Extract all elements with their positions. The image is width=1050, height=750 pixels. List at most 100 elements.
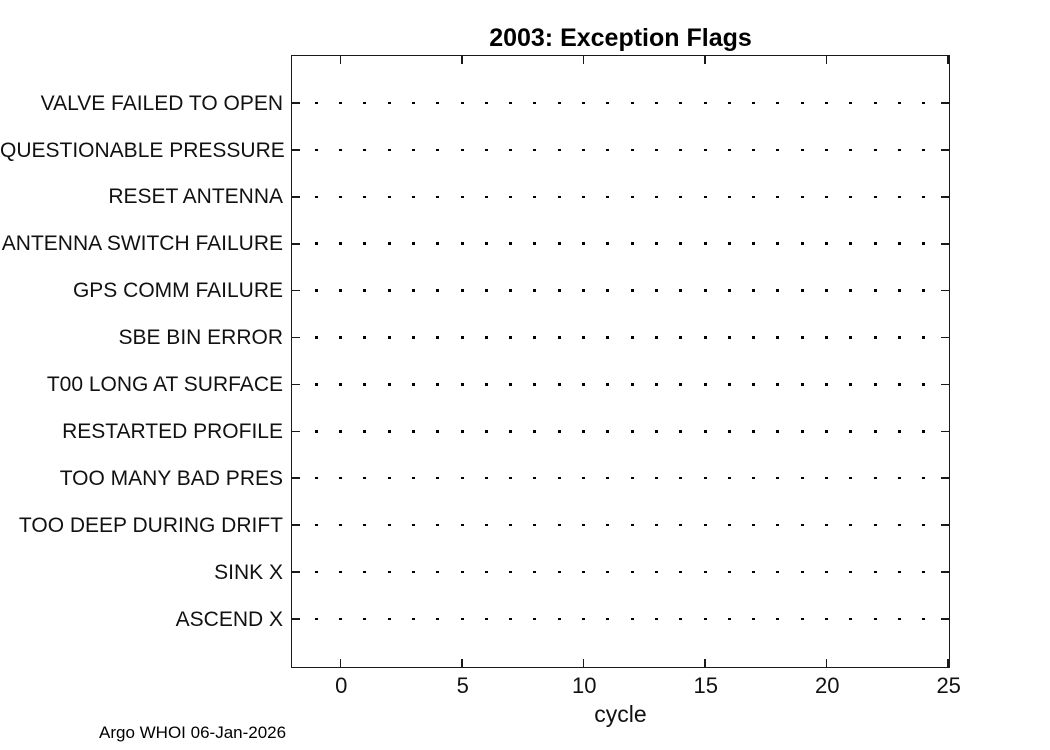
baseline-dot: [363, 242, 367, 245]
x-tick-top: [582, 56, 585, 64]
baseline-dot: [800, 430, 804, 433]
baseline-dot: [752, 383, 756, 386]
baseline-dot: [582, 617, 586, 621]
x-axis-tick-labels: 0 5 10 15 20 25: [291, 673, 961, 701]
baseline-dot: [460, 336, 464, 339]
baseline-dot: [776, 336, 780, 339]
baseline-dot: [436, 570, 440, 574]
baseline-dot: [582, 242, 586, 245]
baseline-dot: [776, 524, 780, 527]
baseline-dot: [582, 570, 586, 574]
baseline-dot: [314, 242, 318, 245]
baseline-dot: [582, 524, 586, 527]
baseline-dot: [897, 477, 901, 480]
baseline-dot: [776, 289, 780, 292]
baseline-dot: [630, 289, 634, 292]
baseline-dot: [314, 477, 318, 480]
baseline-dot: [557, 430, 561, 433]
chart-title: 2003: Exception Flags: [489, 24, 752, 52]
x-tick-top: [825, 56, 828, 64]
baseline-dot: [606, 383, 610, 386]
baseline-dot: [849, 383, 853, 386]
baseline-dot: [411, 430, 415, 433]
baseline-dot: [582, 477, 586, 480]
baseline-dot: [509, 570, 513, 574]
baseline-dot: [825, 477, 829, 480]
baseline-dot: [411, 195, 415, 198]
y-tick-right: [941, 148, 949, 151]
baseline-dot: [606, 617, 610, 621]
baseline-dot: [484, 101, 488, 105]
baseline-dot: [897, 148, 901, 152]
baseline-dot: [606, 477, 610, 480]
baseline-dot: [533, 242, 537, 245]
baseline-dot: [582, 148, 586, 152]
baseline-dot: [314, 430, 318, 433]
baseline-dot: [630, 148, 634, 152]
baseline-dot: [436, 383, 440, 386]
baseline-dot: [533, 289, 537, 292]
baseline-dot: [411, 336, 415, 339]
baseline-dot: [411, 617, 415, 621]
baseline-dot: [436, 148, 440, 152]
baseline-dot: [873, 336, 877, 339]
baseline-dot: [339, 524, 343, 527]
baseline-dot: [436, 617, 440, 621]
baseline-dot: [484, 336, 488, 339]
baseline-dot: [606, 101, 610, 105]
baseline-dot: [703, 383, 707, 386]
baseline-dot: [727, 148, 731, 152]
baseline-dot: [849, 336, 853, 339]
baseline-dot: [582, 195, 586, 198]
baseline-dot: [314, 289, 318, 292]
baseline-dot: [630, 524, 634, 527]
baseline-dot: [387, 383, 391, 386]
baseline-dot: [752, 524, 756, 527]
baseline-dot: [606, 289, 610, 292]
baseline-dot: [363, 524, 367, 527]
baseline-dot: [509, 336, 513, 339]
baseline-dot: [727, 524, 731, 527]
baseline-dot: [922, 617, 926, 621]
baseline-dot: [582, 289, 586, 292]
baseline-dot: [484, 383, 488, 386]
baseline-dot: [654, 289, 658, 292]
x-tick-bottom: [947, 659, 949, 667]
baseline-dot: [630, 101, 634, 105]
baseline-dot: [800, 383, 804, 386]
baseline-dot: [679, 524, 683, 527]
baseline-dot: [922, 101, 926, 105]
baseline-dot: [752, 617, 756, 621]
baseline-dot: [533, 617, 537, 621]
baseline-dot: [460, 477, 464, 480]
baseline-dot: [460, 430, 464, 433]
baseline-dot: [654, 101, 658, 105]
baseline-dot: [557, 477, 561, 480]
baseline-dot: [363, 336, 367, 339]
baseline-dot: [703, 570, 707, 574]
baseline-dot: [800, 570, 804, 574]
baseline-dot: [897, 101, 901, 105]
y-tick-right: [941, 524, 949, 527]
baseline-dot: [703, 195, 707, 198]
baseline-dot: [897, 383, 901, 386]
y-tick-left: [292, 383, 300, 386]
baseline-dot: [897, 524, 901, 527]
baseline-dot: [654, 242, 658, 245]
y-tick-label: TOO MANY BAD PRES: [59, 467, 283, 490]
baseline-dot: [460, 101, 464, 105]
baseline-dot: [484, 617, 488, 621]
baseline-dot: [825, 430, 829, 433]
baseline-dot: [363, 617, 367, 621]
y-axis-labels: VALVE FAILED TO OPEN QUESTIONABLE PRESSUR…: [0, 55, 285, 668]
baseline-dot: [484, 570, 488, 574]
baseline-dot: [557, 195, 561, 198]
baseline-dot: [679, 101, 683, 105]
x-tick-bottom: [825, 659, 828, 667]
baseline-dot: [582, 101, 586, 105]
baseline-dot: [776, 148, 780, 152]
baseline-dot: [314, 195, 318, 198]
baseline-dot: [727, 195, 731, 198]
baseline-dot: [387, 477, 391, 480]
baseline-dot: [339, 336, 343, 339]
